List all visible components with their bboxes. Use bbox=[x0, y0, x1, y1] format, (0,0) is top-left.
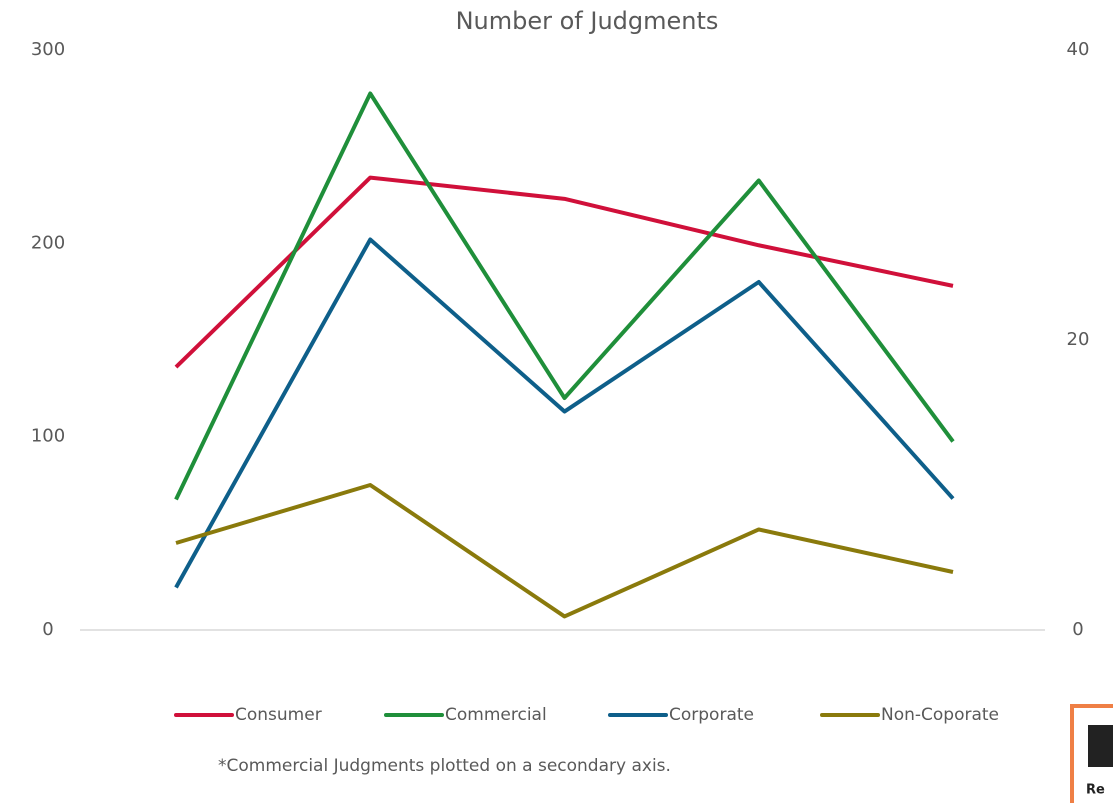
logo-text: Re bbox=[1086, 783, 1105, 798]
legend-label: Non-Coporate bbox=[881, 705, 999, 725]
series-line bbox=[174, 91, 955, 501]
y-tick-label: 100 bbox=[31, 426, 65, 447]
y-tick-label: 200 bbox=[31, 232, 65, 253]
series-line bbox=[174, 175, 954, 369]
legend-label: Commercial bbox=[445, 705, 547, 725]
legend-label: Corporate bbox=[669, 705, 754, 725]
y2-tick-label: 40 bbox=[1067, 39, 1090, 60]
y-tick-label: 0 bbox=[42, 619, 53, 640]
logo-frame bbox=[1070, 704, 1113, 807]
y-tick-label: 300 bbox=[31, 39, 65, 60]
series-line bbox=[174, 237, 955, 589]
footnote: *Commercial Judgments plotted on a secon… bbox=[218, 756, 671, 776]
legend-label: Consumer bbox=[235, 705, 322, 725]
y2-tick-label: 20 bbox=[1067, 329, 1090, 350]
logo-mark bbox=[1088, 725, 1113, 767]
y2-tick-label: 0 bbox=[1072, 619, 1083, 640]
series-line bbox=[175, 483, 954, 619]
chart-title: Number of Judgments bbox=[456, 7, 719, 35]
